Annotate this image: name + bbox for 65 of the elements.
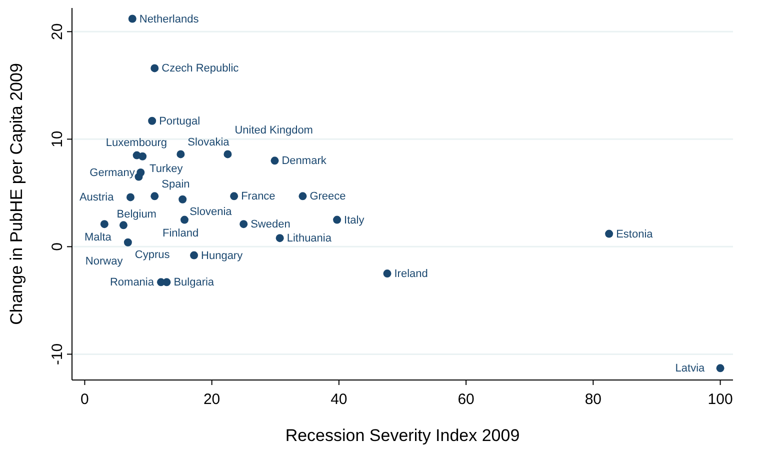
point bbox=[119, 221, 128, 230]
annotation: United Kingdom bbox=[234, 124, 313, 137]
point bbox=[138, 152, 147, 160]
point bbox=[298, 192, 307, 200]
annotation: Finland bbox=[162, 227, 199, 240]
x-tick-label: 20 bbox=[203, 391, 220, 408]
annotation: Luxembourg bbox=[106, 136, 167, 149]
point bbox=[124, 238, 132, 246]
point bbox=[156, 278, 165, 286]
annotation: Portugal bbox=[159, 115, 200, 128]
point bbox=[180, 216, 188, 224]
y-tick-label: 10 bbox=[49, 130, 66, 148]
point bbox=[333, 216, 342, 224]
point bbox=[605, 230, 614, 238]
point bbox=[100, 220, 108, 228]
point bbox=[178, 195, 187, 204]
point bbox=[126, 193, 134, 202]
annotation: Slovenia bbox=[190, 206, 233, 218]
annotation: Belgium bbox=[116, 208, 156, 220]
point bbox=[148, 116, 156, 125]
annotation: Italy bbox=[344, 214, 365, 226]
point bbox=[134, 172, 143, 181]
x-tick-label: 0 bbox=[80, 391, 89, 408]
x-tick-label: 60 bbox=[458, 391, 474, 408]
annotation: Estonia bbox=[616, 228, 654, 240]
annotation: Malta bbox=[84, 232, 112, 244]
annotation: Cyprus bbox=[134, 248, 170, 261]
annotation: Hungary bbox=[201, 250, 244, 262]
point bbox=[150, 64, 159, 72]
annotation: Spain bbox=[162, 178, 190, 191]
annotation: Lithuania bbox=[286, 232, 332, 245]
y-axis-title: Change in PubHE per Capita 2009 bbox=[7, 63, 26, 325]
x-tick-label: 80 bbox=[584, 391, 602, 408]
x-tick-label: 40 bbox=[330, 391, 348, 408]
x-axis-title: Recession Severity Index 2009 bbox=[285, 426, 520, 445]
x-tick-label: 100 bbox=[708, 391, 733, 408]
annotation: Netherlands bbox=[139, 13, 200, 26]
point bbox=[270, 156, 279, 165]
point bbox=[224, 150, 232, 158]
annotation: Denmark bbox=[282, 155, 327, 168]
annotation: Ireland bbox=[394, 268, 428, 280]
annotation: Austria bbox=[79, 192, 115, 204]
point bbox=[128, 14, 136, 23]
point bbox=[230, 192, 238, 200]
point bbox=[190, 251, 198, 260]
y-tick-label: 0 bbox=[49, 242, 66, 251]
annotation: Greece bbox=[310, 190, 346, 203]
point bbox=[716, 364, 724, 372]
point bbox=[150, 192, 159, 200]
y-tick-label: 20 bbox=[49, 23, 66, 40]
annotation: Bulgaria bbox=[174, 276, 215, 289]
point bbox=[176, 150, 185, 158]
annotation: Turkey bbox=[150, 162, 184, 175]
annotation: Romania bbox=[110, 276, 155, 289]
point bbox=[276, 234, 284, 242]
annotation: France bbox=[241, 190, 276, 203]
annotation: Sweden bbox=[250, 218, 290, 231]
annotation: Germany bbox=[90, 166, 136, 179]
annotation: Latvia bbox=[675, 362, 706, 375]
annotation: Norway bbox=[85, 256, 124, 268]
annotation: Czech Republic bbox=[162, 62, 240, 75]
annotation: Slovakia bbox=[188, 136, 230, 149]
point bbox=[240, 220, 248, 228]
y-tick-label: -10 bbox=[49, 343, 66, 366]
point bbox=[383, 270, 392, 278]
